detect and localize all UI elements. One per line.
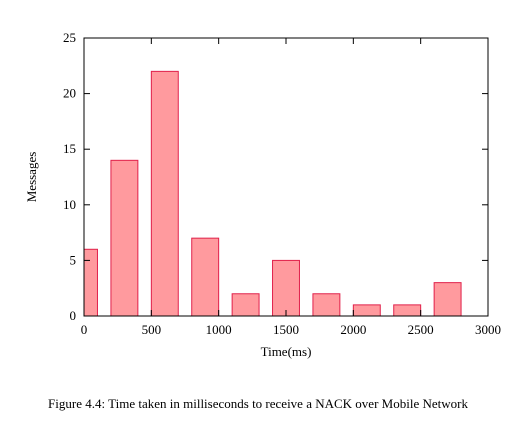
x-tick-label-500: 500 <box>142 322 162 337</box>
bar-600 <box>150 70 179 317</box>
x-axis-title: Time(ms) <box>261 344 312 359</box>
bar-900 <box>191 237 220 317</box>
bar-1200 <box>231 293 260 317</box>
y-tick-label-20: 20 <box>63 86 76 101</box>
y-tick-label-5: 5 <box>70 252 77 267</box>
bar-2400 <box>393 304 422 317</box>
bars-group <box>84 70 462 317</box>
ticks-group: 0 500 1000 1500 2000 2500 3000 0 5 10 15 20 25 <box>63 30 501 337</box>
x-tick-label-3000: 3000 <box>475 322 501 337</box>
y-tick-label-15: 15 <box>63 141 76 156</box>
bar-1800 <box>312 293 341 317</box>
x-tick-label-2000: 2000 <box>340 322 366 337</box>
figure-caption: Figure 4.4: Time taken in milliseconds t… <box>48 396 468 411</box>
bar-2100 <box>352 304 381 317</box>
bar-2700 <box>433 282 462 317</box>
y-tick-label-0: 0 <box>70 308 77 323</box>
bar-1500 <box>272 259 300 317</box>
x-tick-label-1500: 1500 <box>273 322 299 337</box>
y-tick-label-25: 25 <box>63 30 76 45</box>
x-tick-label-1000: 1000 <box>206 322 232 337</box>
bar-300 <box>110 159 139 317</box>
y-tick-label-10: 10 <box>63 197 76 212</box>
x-tick-label-0: 0 <box>81 322 88 337</box>
y-axis-title: Messages <box>24 152 39 203</box>
bar-0 <box>84 248 98 317</box>
x-tick-label-2500: 2500 <box>408 322 434 337</box>
